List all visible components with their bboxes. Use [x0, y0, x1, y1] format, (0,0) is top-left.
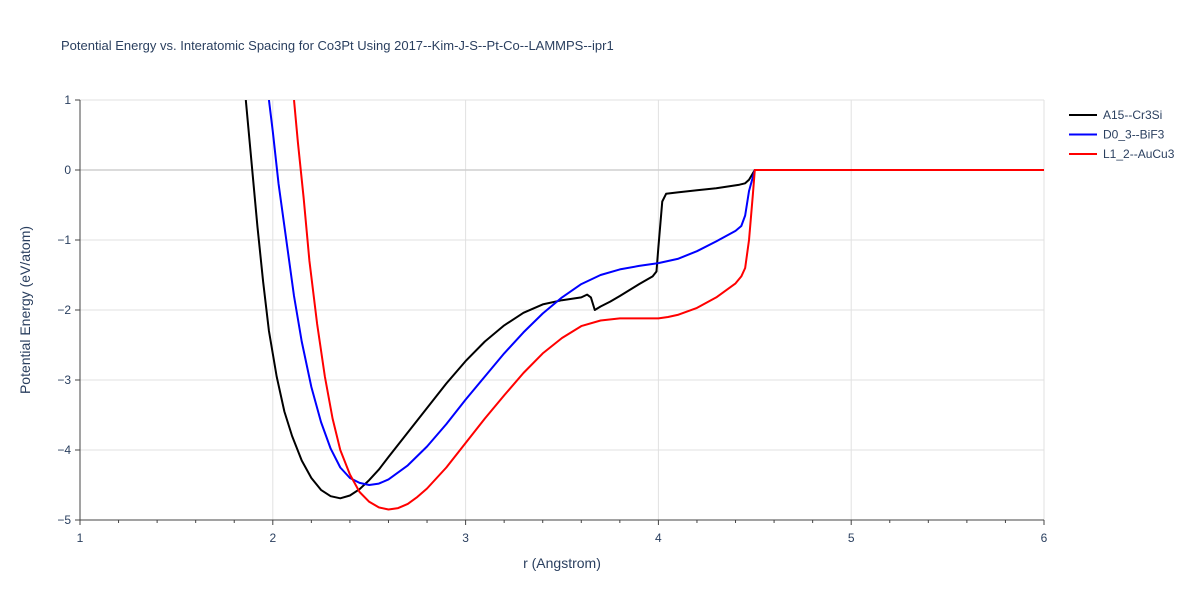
- y-tick-label: −2: [57, 303, 71, 317]
- y-tick-label: −1: [57, 233, 71, 247]
- axes: 1 2 3 4 5 6 1 0 −1 −2 −3 −4 −5: [57, 93, 1047, 545]
- x-tick-label: 1: [77, 531, 84, 545]
- x-tick-label: 6: [1041, 531, 1048, 545]
- x-axis-title: r (Angstrom): [523, 555, 601, 571]
- y-tick-label: 1: [64, 93, 71, 107]
- legend-item[interactable]: D0_3--BiF3: [1069, 128, 1165, 142]
- legend-item[interactable]: L1_2--AuCu3: [1069, 147, 1175, 161]
- series-line-d0-3-bif3[interactable]: [267, 100, 1044, 486]
- plot-area: [244, 100, 1044, 511]
- series-line-l1-2-aucu3[interactable]: [293, 100, 1044, 511]
- y-tick-label: −3: [57, 373, 71, 387]
- legend[interactable]: A15--Cr3Si D0_3--BiF3 L1_2--AuCu3: [1069, 108, 1175, 161]
- y-tick-label: −4: [57, 443, 71, 457]
- x-tick-label: 3: [462, 531, 469, 545]
- grid: [80, 99, 1045, 520]
- legend-item[interactable]: A15--Cr3Si: [1069, 108, 1162, 122]
- y-tick-label: 0: [64, 163, 71, 177]
- chart-title: Potential Energy vs. Interatomic Spacing…: [61, 38, 614, 53]
- x-tick-label: 4: [655, 531, 662, 545]
- series-line-a15-cr3si[interactable]: [244, 100, 1044, 500]
- legend-label: D0_3--BiF3: [1103, 128, 1165, 142]
- y-axis-title: Potential Energy (eV/atom): [17, 226, 33, 394]
- legend-label: L1_2--AuCu3: [1103, 147, 1175, 161]
- x-tick-label: 5: [848, 531, 855, 545]
- y-tick-label: −5: [57, 513, 71, 527]
- x-tick-label: 2: [269, 531, 276, 545]
- legend-label: A15--Cr3Si: [1103, 108, 1162, 122]
